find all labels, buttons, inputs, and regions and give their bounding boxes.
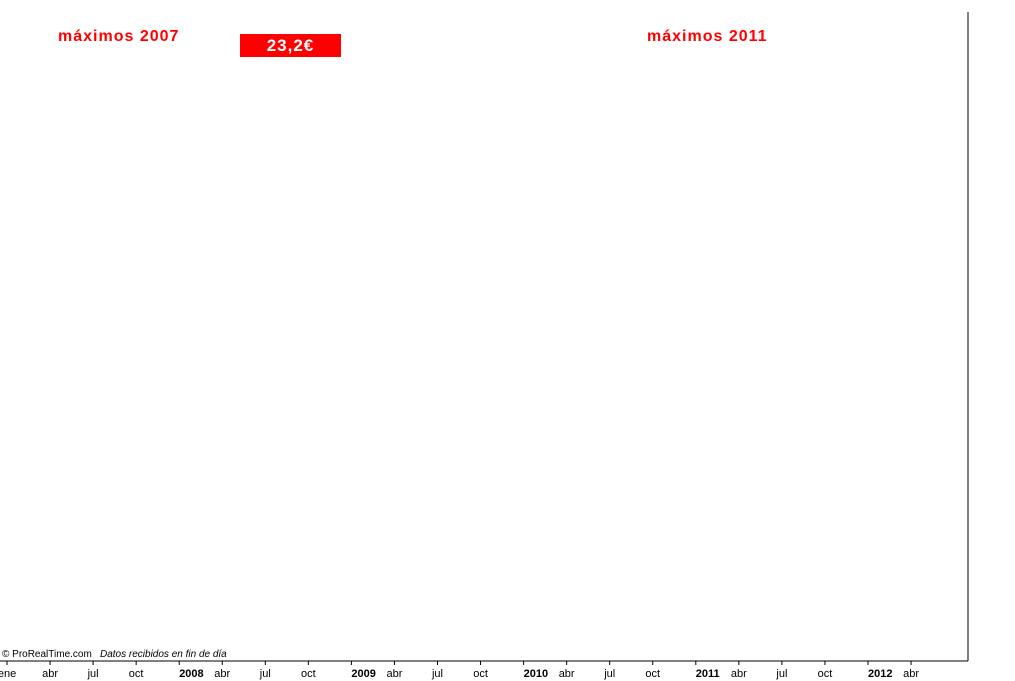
max-2007-label: máximos 2007: [58, 28, 179, 45]
resistance-value-label: 23,2€: [267, 36, 315, 55]
footer-note: Datos recibidos en fin de día: [100, 649, 227, 660]
x-tick-label: abr: [731, 668, 747, 680]
x-tick-label: jul: [87, 668, 99, 680]
x-tick-label: jul: [775, 668, 787, 680]
x-axis: ene abr jul oct 2008 abr jul oct 2009 abr jul oct 20…: [0, 661, 919, 680]
x-tick-label: oct: [129, 668, 144, 680]
x-tick-label: oct: [301, 668, 316, 680]
x-tick-label: 2010: [524, 668, 548, 680]
x-tick-label: ene: [0, 668, 16, 680]
resistance-value-box: [240, 34, 341, 57]
x-tick-label: oct: [645, 668, 660, 680]
x-tick-label: jul: [259, 668, 271, 680]
x-tick-label: oct: [473, 668, 488, 680]
x-tick-label: 2012: [868, 668, 892, 680]
x-tick-label: jul: [603, 668, 615, 680]
x-tick-label: abr: [214, 668, 230, 680]
x-tick-label: abr: [559, 668, 575, 680]
x-tick-label: abr: [386, 668, 402, 680]
x-tick-label: abr: [42, 668, 58, 680]
footer-copyright: © ProRealTime.com: [2, 649, 92, 660]
x-tick-label: 2011: [696, 668, 720, 680]
x-tick-label: 2009: [351, 668, 375, 680]
x-tick-label: 2008: [179, 668, 203, 680]
max-2011-label: máximos 2011: [647, 28, 768, 45]
x-tick-label: oct: [818, 668, 833, 680]
x-tick-label: abr: [903, 668, 919, 680]
x-tick-label: jul: [431, 668, 443, 680]
